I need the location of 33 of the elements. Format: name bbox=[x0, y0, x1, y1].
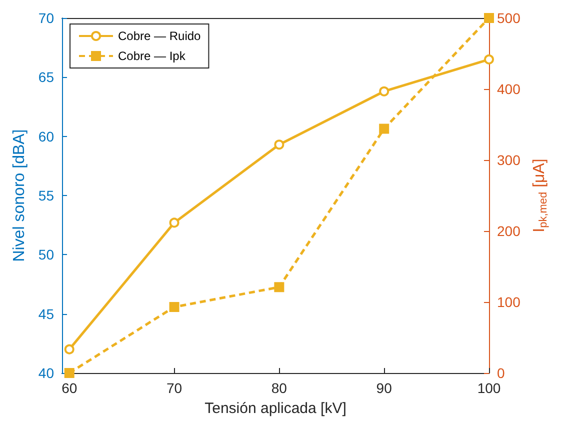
y-tick-label: 65 bbox=[38, 69, 54, 86]
y-tick-label: 40 bbox=[38, 365, 54, 381]
legend-label: Cobre — Ruido bbox=[118, 29, 202, 43]
y2-tick-label: 300 bbox=[497, 152, 521, 168]
y2-tick-label: 100 bbox=[497, 294, 521, 310]
y-tick-label: 55 bbox=[38, 188, 54, 204]
x-tick-label: 80 bbox=[271, 380, 288, 396]
point bbox=[274, 282, 284, 292]
x-tick-label: 70 bbox=[166, 380, 182, 396]
y2-tick-label: 0 bbox=[497, 365, 505, 381]
point bbox=[379, 86, 390, 96]
point bbox=[274, 140, 284, 150]
point bbox=[169, 302, 180, 312]
y2-tick-label: 400 bbox=[497, 81, 521, 97]
y2-tick-label: 200 bbox=[497, 223, 521, 239]
y-axis-title: Nivel sonoro [dBA] bbox=[11, 129, 28, 262]
x-axis-title: Tensión aplicada [kV] bbox=[204, 400, 346, 417]
y-tick-label: 50 bbox=[38, 246, 54, 263]
point bbox=[484, 13, 494, 23]
point bbox=[379, 124, 390, 134]
point bbox=[169, 218, 180, 228]
y-tick-label: 45 bbox=[38, 306, 54, 322]
y2-axis-title: Ipk,med [μA] bbox=[530, 158, 550, 232]
point bbox=[484, 54, 494, 64]
y-tick-label: 70 bbox=[38, 10, 54, 26]
point bbox=[64, 368, 74, 378]
point bbox=[64, 344, 74, 354]
x-tick-label: 60 bbox=[62, 380, 78, 396]
x-tick-label: 90 bbox=[376, 380, 392, 396]
x-tick-label: 100 bbox=[477, 380, 501, 396]
y-tick-label: 60 bbox=[38, 128, 54, 144]
y2-tick-label: 500 bbox=[497, 10, 521, 26]
legend-label: Cobre — Ipk bbox=[118, 49, 186, 63]
